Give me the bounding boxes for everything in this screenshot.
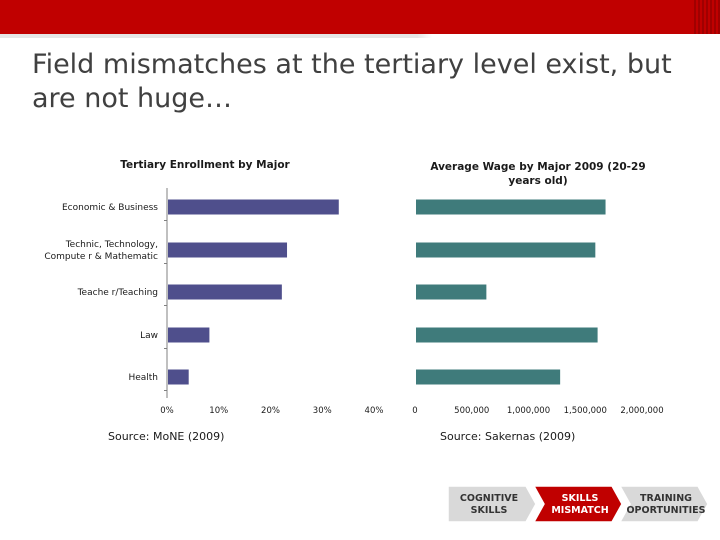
progress-navigation: COGNITIVE SKILLS SKILLS MISMATCH TRAINING OPO… xyxy=(448,486,709,522)
nav-step-chevron xyxy=(448,486,537,522)
wage-tick-label: 0 xyxy=(412,406,417,416)
enrollment-bar xyxy=(168,284,282,300)
top-banner-shadow xyxy=(0,34,720,38)
wage-bar xyxy=(416,242,596,258)
nav-step-label: SKILLS MISMATCH xyxy=(551,493,608,516)
enrollment-category-label: Technic, Technology, Compute r & Mathemat… xyxy=(44,240,158,262)
enrollment-source: Source: MoNE (2009) xyxy=(108,430,224,443)
enrollment-tick-label: 0% xyxy=(160,406,174,416)
enrollment-bar xyxy=(168,327,210,343)
top-banner-stripes xyxy=(694,0,720,34)
wage-tick-label: 1,000,000 xyxy=(507,406,550,416)
enrollment-bar xyxy=(168,369,189,385)
page-title: Field mismatches at the tertiary level e… xyxy=(32,49,672,114)
charts-area: Tertiary Enrollment by Major Economic & B… xyxy=(44,159,663,443)
wage-bar xyxy=(416,284,487,300)
top-banner xyxy=(0,0,720,34)
enrollment-bar xyxy=(168,199,339,215)
wage-source: Source: Sakernas (2009) xyxy=(440,430,575,443)
wage-bar xyxy=(416,369,561,385)
nav-step-label: TRAINING OPORTUNITIES xyxy=(626,493,705,516)
enrollment-tick-label: 40% xyxy=(365,406,384,416)
enrollment-category-label: Law xyxy=(140,331,158,341)
enrollment-tick-label: 10% xyxy=(209,406,228,416)
wage-bar xyxy=(416,327,598,343)
enrollment-bar xyxy=(168,242,288,258)
wage-tick-label: 1,500,000 xyxy=(564,406,607,416)
wage-bar xyxy=(416,199,606,215)
enrollment-tick-label: 30% xyxy=(313,406,332,416)
nav-step-chevron xyxy=(533,486,623,522)
wage-chart-title: Average Wage by Major 2009 (20-29 years o… xyxy=(430,161,645,187)
enrollment-chart-title: Tertiary Enrollment by Major xyxy=(120,159,290,171)
enrollment-category-label: Economic & Business xyxy=(62,203,158,213)
enrollment-tick-label: 20% xyxy=(261,406,280,416)
wage-tick-label: 2,000,000 xyxy=(620,406,663,416)
wage-tick-label: 500,000 xyxy=(454,406,489,416)
nav-step-label: COGNITIVE SKILLS xyxy=(460,493,518,516)
nav-step-chevron xyxy=(619,486,709,522)
enrollment-category-label: Teache r/Teaching xyxy=(77,288,158,298)
enrollment-category-label: Health xyxy=(128,373,158,383)
